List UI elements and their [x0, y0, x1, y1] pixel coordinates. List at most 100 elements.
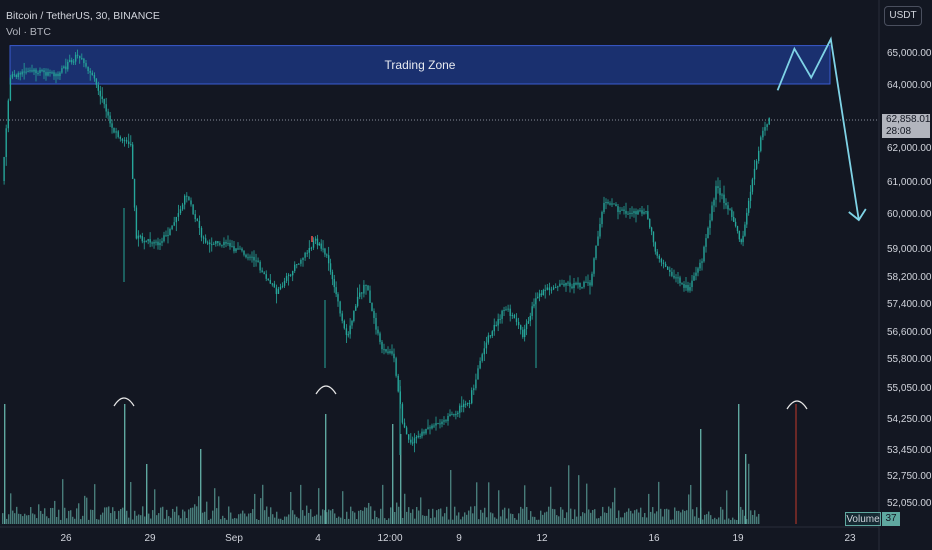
volume-bar — [636, 509, 638, 524]
volume-indicator-label[interactable]: Vol · BTC — [6, 26, 51, 38]
volume-bar — [538, 519, 540, 524]
candle-body — [736, 226, 739, 231]
volume-bar — [554, 509, 556, 524]
volume-bar — [580, 516, 582, 524]
volume-bar — [370, 506, 372, 524]
candle-body — [245, 254, 247, 258]
candle-body — [548, 287, 551, 291]
candle-body — [331, 271, 334, 280]
volume-bar — [42, 513, 44, 524]
volume-bar — [374, 510, 376, 524]
volume-bar — [60, 519, 62, 524]
candle-body — [713, 199, 715, 206]
volume-bar — [106, 507, 108, 524]
candle-body — [685, 285, 687, 288]
volume-bar — [718, 517, 720, 524]
volume-bar — [74, 518, 76, 524]
candle-body — [517, 321, 520, 326]
volume-bar — [84, 495, 86, 524]
volume-bar — [464, 512, 466, 524]
volume-bar — [618, 510, 620, 524]
volume-bar — [188, 509, 190, 524]
volume-bar — [630, 510, 632, 524]
volume-bar — [466, 514, 468, 524]
candle-body — [533, 304, 535, 307]
candle-body — [239, 248, 241, 250]
candle-body — [747, 200, 750, 213]
currency-button[interactable]: USDT — [884, 6, 922, 26]
candle-body — [81, 58, 83, 60]
volume-bar — [202, 512, 204, 524]
candle-body — [511, 315, 513, 317]
volume-bar — [26, 515, 28, 524]
volume-bar — [616, 517, 618, 524]
candle-body — [385, 349, 387, 352]
candle-body — [163, 235, 165, 242]
x-tick-label: 16 — [648, 533, 660, 544]
candle-body — [206, 242, 209, 244]
y-tick-label: 52,750.00 — [887, 471, 932, 482]
volume-bar — [750, 510, 752, 524]
candle-body — [599, 224, 601, 237]
candle-body — [359, 292, 361, 297]
candle-body — [155, 241, 157, 243]
volume-bar — [714, 517, 716, 524]
volume-bar — [70, 510, 72, 524]
candle-body — [133, 178, 136, 208]
volume-bar — [160, 507, 162, 524]
volume-bar — [140, 515, 142, 524]
volume-bar — [36, 518, 38, 524]
volume-bar — [576, 516, 578, 524]
volume-bar — [524, 485, 526, 524]
volume-bar — [610, 508, 612, 524]
volume-bar — [546, 511, 548, 524]
candle-body — [697, 268, 699, 273]
candle-body — [287, 274, 290, 277]
candle-body — [393, 353, 395, 359]
candle-body — [83, 58, 85, 64]
candle-body — [731, 209, 733, 217]
volume-spike — [738, 404, 740, 524]
volume-bar — [414, 518, 416, 524]
volume-bar — [98, 519, 100, 524]
volume-bar — [316, 514, 318, 524]
candle-body — [115, 131, 117, 133]
candle-body — [257, 260, 259, 262]
volume-bar — [120, 509, 122, 524]
candle-body — [662, 262, 665, 264]
y-tick-label: 62,000.00 — [887, 143, 932, 154]
volume-bar — [484, 507, 486, 524]
candle-body — [483, 348, 485, 355]
volume-bar — [434, 517, 436, 524]
candle-body — [269, 280, 271, 284]
candle-body — [175, 216, 177, 223]
volume-bar — [458, 512, 460, 524]
volume-bar — [156, 515, 158, 524]
candle-body — [401, 404, 404, 423]
volume-bar — [386, 519, 388, 524]
volume-spike — [146, 464, 148, 524]
candle-body — [247, 257, 249, 259]
candle-body — [326, 254, 328, 256]
candle-body — [267, 278, 269, 281]
candle-body — [587, 282, 589, 284]
volume-bar — [360, 510, 362, 524]
candle-body — [555, 287, 557, 289]
volume-bar — [756, 516, 758, 524]
candle-body — [363, 284, 365, 294]
volume-bar — [566, 512, 568, 524]
candle-body — [447, 415, 449, 422]
candle-body — [190, 200, 192, 205]
volume-bar — [436, 510, 438, 524]
candle-body — [283, 280, 286, 286]
volume-bar — [398, 506, 400, 524]
candle-body — [87, 66, 89, 72]
volume-spike — [200, 449, 202, 524]
candle-body — [464, 403, 467, 405]
candle-body — [43, 70, 45, 73]
volume-bar — [668, 509, 670, 524]
candle-body — [729, 209, 731, 211]
volume-bar — [740, 506, 742, 524]
volume-bar — [584, 513, 586, 524]
